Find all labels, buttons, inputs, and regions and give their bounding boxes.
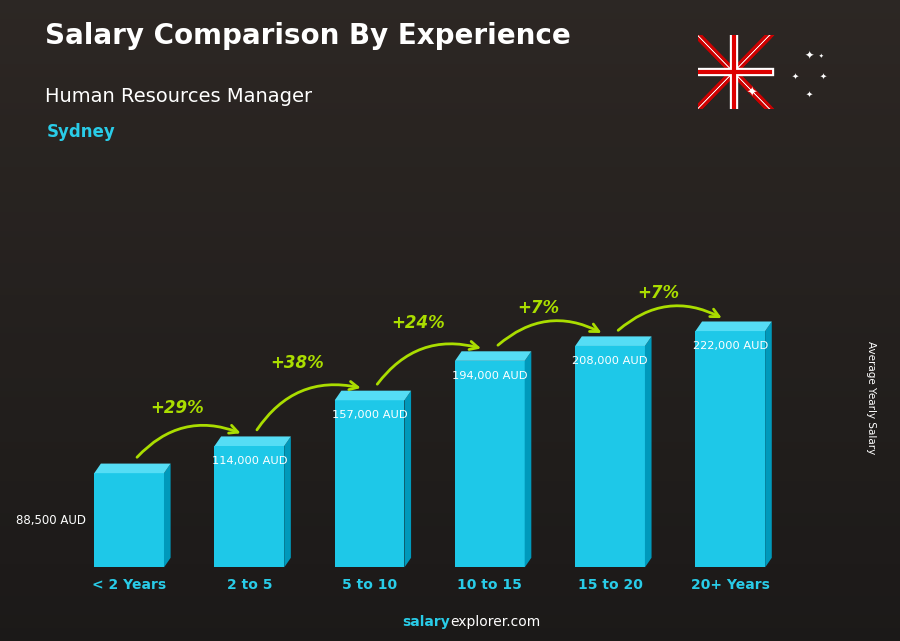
Text: 194,000 AUD: 194,000 AUD [452,371,527,381]
Polygon shape [335,390,411,400]
Polygon shape [645,337,652,567]
Polygon shape [214,437,291,446]
Text: 5 to 10: 5 to 10 [342,578,397,592]
Polygon shape [575,337,652,346]
Text: +29%: +29% [150,399,204,417]
Text: 208,000 AUD: 208,000 AUD [572,356,648,366]
Text: 2 to 5: 2 to 5 [227,578,272,592]
Polygon shape [575,346,645,567]
Polygon shape [696,322,772,331]
Text: ✦: ✦ [805,51,814,61]
Text: < 2 Years: < 2 Years [92,578,166,592]
Text: Sydney: Sydney [47,123,115,141]
Polygon shape [455,351,531,361]
Text: Human Resources Manager: Human Resources Manager [45,87,312,106]
Text: 15 to 20: 15 to 20 [578,578,643,592]
Text: 20+ Years: 20+ Years [691,578,770,592]
Text: Average Yearly Salary: Average Yearly Salary [866,341,877,454]
Text: explorer.com: explorer.com [450,615,540,629]
Polygon shape [335,400,404,567]
Polygon shape [214,446,284,567]
Text: ✦: ✦ [806,90,813,99]
Text: 114,000 AUD: 114,000 AUD [212,456,287,466]
Text: 222,000 AUD: 222,000 AUD [693,341,768,351]
Polygon shape [284,437,291,567]
Text: +38%: +38% [271,354,324,372]
Text: +24%: +24% [391,314,445,332]
Text: +7%: +7% [517,299,559,317]
Polygon shape [94,463,171,473]
Polygon shape [404,390,411,567]
Text: +7%: +7% [637,285,680,303]
Text: ✦: ✦ [820,71,827,80]
Polygon shape [696,331,765,567]
Text: Salary Comparison By Experience: Salary Comparison By Experience [45,22,571,51]
Text: salary: salary [402,615,450,629]
Polygon shape [455,361,525,567]
Text: ✦: ✦ [819,53,824,58]
Text: ✦: ✦ [746,87,757,99]
Polygon shape [525,351,531,567]
Polygon shape [94,473,164,567]
Polygon shape [765,322,772,567]
Text: 88,500 AUD: 88,500 AUD [16,513,86,527]
Text: 157,000 AUD: 157,000 AUD [332,410,408,420]
Polygon shape [164,463,171,567]
Text: 10 to 15: 10 to 15 [457,578,522,592]
Text: ✦: ✦ [791,71,798,80]
